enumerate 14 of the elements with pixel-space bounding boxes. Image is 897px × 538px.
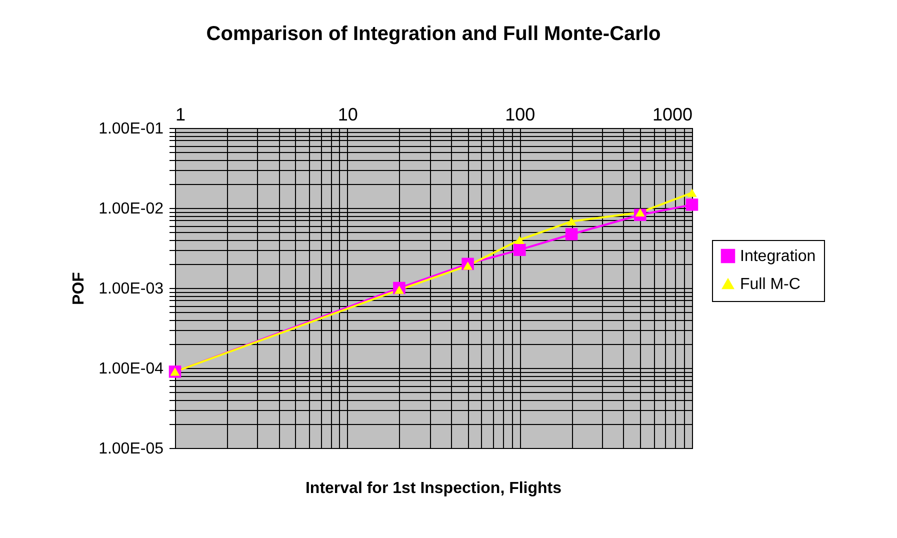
x-tick-label: 10 [338, 104, 358, 124]
y-tick-label: 1.00E-02 [98, 200, 164, 218]
y-tick-label: 1.00E-03 [98, 280, 164, 298]
y-tick-label: 1.00E-05 [98, 440, 164, 458]
y-axis-title: POF [70, 272, 88, 305]
y-tick-label: 1.00E-01 [98, 120, 164, 138]
x-tick-label: 100 [505, 104, 536, 124]
x-tick-label: 1 [176, 104, 186, 124]
legend-label: Integration [740, 248, 816, 265]
chart-title: Comparison of Integration and Full Monte-Carlo [206, 23, 661, 45]
legend-label: Full M-C [740, 276, 800, 293]
y-tick-label: 1.00E-04 [98, 360, 164, 378]
x-axis-title: Interval for 1st Inspection, Flights [305, 480, 562, 497]
x-tick-label: 1000 [652, 104, 692, 124]
